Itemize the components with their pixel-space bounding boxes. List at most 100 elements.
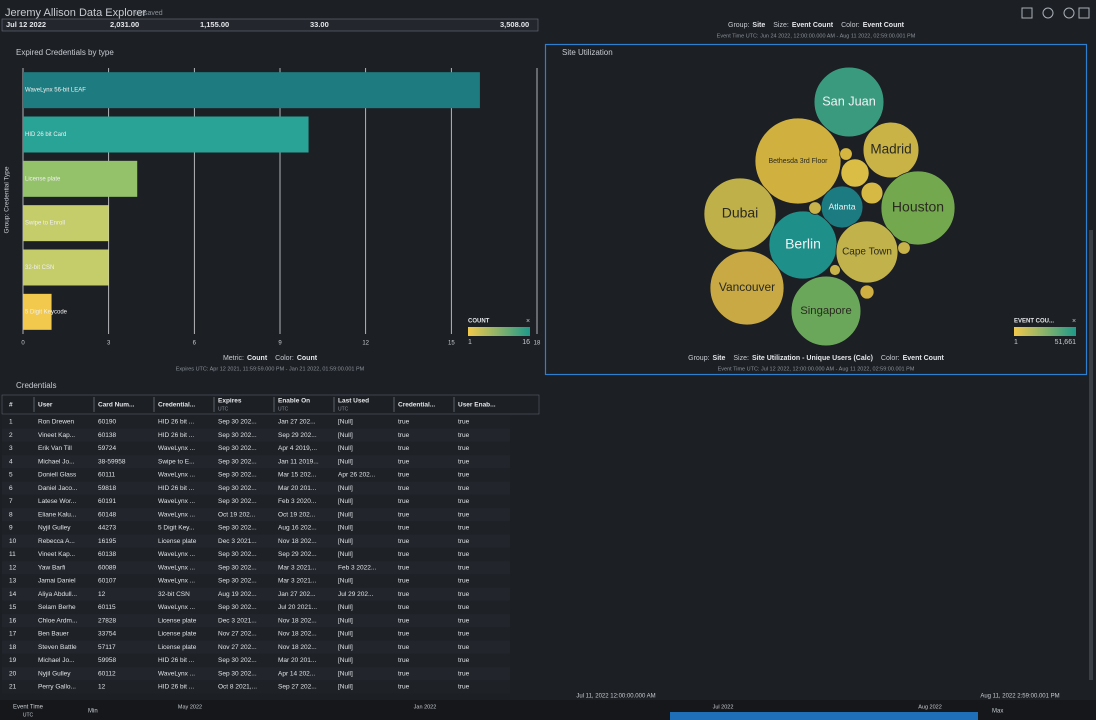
table-cell: true <box>398 604 410 611</box>
table-cell: Feb 3 2022... <box>338 564 376 571</box>
table-cell: true <box>398 657 410 664</box>
summary-cell: 3,508.00 <box>500 20 529 29</box>
category-label: HID 26 bit Card <box>25 132 66 138</box>
table-row[interactable] <box>2 574 510 588</box>
table-row[interactable] <box>2 627 510 641</box>
x-tick-label: 0 <box>21 341 25 347</box>
legend-close: × <box>526 318 530 325</box>
table-cell: Sep 30 202... <box>218 419 257 426</box>
table-row[interactable] <box>2 680 510 694</box>
bubble <box>829 264 841 276</box>
table-cell: WaveLynx ... <box>158 578 195 585</box>
timeline-selection[interactable] <box>670 712 978 720</box>
table-cell: WaveLynx ... <box>158 564 195 571</box>
table-cell: 1 <box>9 419 13 426</box>
table-row[interactable] <box>2 600 510 615</box>
x-tick-label: 18 <box>534 341 541 347</box>
table-cell: Vineet Kap... <box>38 551 75 558</box>
scrollbar <box>1089 230 1093 680</box>
refresh-button[interactable] <box>1042 7 1054 19</box>
caption-value: Event Count <box>792 22 834 29</box>
bar <box>23 205 109 242</box>
table-cell: [Null] <box>338 604 353 611</box>
table-cell: 60089 <box>98 564 116 571</box>
table-cell: 32-bit CSN <box>158 591 190 598</box>
table-cell: true <box>458 644 470 651</box>
table-cell: true <box>398 419 410 426</box>
table-cell: Jan 27 202... <box>278 591 316 598</box>
table-row[interactable] <box>2 481 510 495</box>
table-row[interactable] <box>2 455 510 469</box>
caption-value: Event Count <box>903 355 945 362</box>
table-cell: 12 <box>9 564 17 571</box>
table-cell: Feb 3 2020... <box>278 498 316 505</box>
table-row[interactable] <box>2 653 510 668</box>
export-button[interactable] <box>1021 7 1033 19</box>
table-row[interactable] <box>2 468 510 482</box>
bar <box>23 293 52 330</box>
table-row[interactable] <box>2 428 510 442</box>
table-cell: HID 26 bit ... <box>158 657 194 664</box>
table-row[interactable] <box>2 614 510 628</box>
table-cell: 16195 <box>98 538 116 545</box>
column-header: Credential... <box>398 402 435 409</box>
bubble-label: Vancouver <box>719 280 775 294</box>
table-cell: 14 <box>9 591 17 598</box>
table-row[interactable] <box>2 441 510 456</box>
table-cell: 60138 <box>98 551 116 558</box>
caption-label: Color: <box>881 355 900 362</box>
table-row[interactable] <box>2 667 510 681</box>
column-header: # <box>9 402 13 409</box>
table-row[interactable] <box>2 561 510 575</box>
table-cell: 5 Digit Key... <box>158 525 195 532</box>
table-cell: true <box>458 445 470 452</box>
timeline-month: Jan 2022 <box>414 704 437 710</box>
table-row[interactable] <box>2 494 510 509</box>
table-cell: 5 <box>9 472 13 479</box>
table-cell: true <box>398 432 410 439</box>
caption-label: Color: <box>275 355 294 362</box>
table-cell: Sep 30 202... <box>218 564 257 571</box>
bubble-label: Singapore <box>800 305 851 317</box>
table-row[interactable] <box>2 640 510 654</box>
table-row[interactable] <box>2 508 510 522</box>
search-button[interactable] <box>1063 7 1075 19</box>
save-button[interactable] <box>1078 7 1090 19</box>
bar <box>23 249 109 286</box>
table-cell: Oct 19 202... <box>218 511 255 518</box>
table-cell: [Null] <box>338 644 353 651</box>
x-tick-label: 9 <box>278 341 282 347</box>
bubble <box>754 117 842 205</box>
table-cell: Swipe to E... <box>158 458 195 465</box>
table-row[interactable] <box>2 521 510 535</box>
table-cell: License plate <box>158 631 197 638</box>
app-title: Jeremy Allison Data Explorer <box>5 7 147 19</box>
table-cell: [Null] <box>338 445 353 452</box>
table-cell: true <box>458 604 470 611</box>
timeline-end: Aug 11, 2022 2:59:00.001 PM <box>980 694 1059 700</box>
table-title: Credentials <box>16 381 56 390</box>
table-row[interactable] <box>2 547 510 562</box>
table-row[interactable] <box>2 534 510 548</box>
table-cell: Aug 16 202... <box>278 525 317 532</box>
table-cell: true <box>398 472 410 479</box>
panel-title: Site Utilization <box>562 48 613 57</box>
table-cell: [Null] <box>338 631 353 638</box>
table-cell: 2 <box>9 432 13 439</box>
table-cell: true <box>458 564 470 571</box>
table-row[interactable] <box>2 415 510 429</box>
table-row[interactable] <box>2 587 510 601</box>
table-cell: Aug 19 202... <box>218 591 257 598</box>
table-cell: Sep 30 202... <box>218 498 257 505</box>
table-cell: Apr 14 202... <box>278 670 315 677</box>
table-cell: 60112 <box>98 670 116 677</box>
caption-label: Metric: <box>223 355 244 362</box>
table-cell: true <box>458 631 470 638</box>
table-cell: Michael Jo... <box>38 657 75 664</box>
table-cell: 15 <box>9 604 17 611</box>
table-cell: [Null] <box>338 419 353 426</box>
timeline-month: Jul 2022 <box>713 704 734 710</box>
toolbar[interactable] <box>1021 7 1090 19</box>
timeline-label: Event Time <box>13 705 44 711</box>
table-cell: Ben Bauer <box>38 631 70 638</box>
